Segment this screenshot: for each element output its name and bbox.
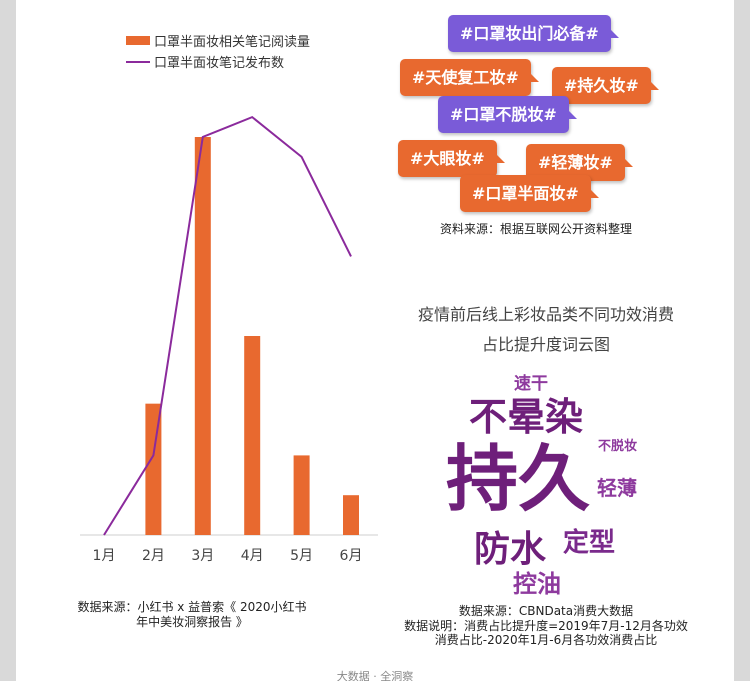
bar xyxy=(244,336,261,535)
word-item: 控油 xyxy=(513,570,561,598)
wordcloud-title-line1: 疫情前后线上彩妆品类不同功效消费 xyxy=(417,305,674,324)
wordcloud-source-line3: 消费占比-2020年1月-6月各功效消费占比 xyxy=(434,633,658,647)
tags-source-text: 资料来源：根据互联网公开资料整理 xyxy=(439,222,632,236)
legend-label-line: 口罩半面妆笔记发布数 xyxy=(154,56,285,71)
wordcloud-title-line2: 占比提升度词云图 xyxy=(481,335,610,354)
tag-item: #口罩妆出门必备# xyxy=(448,15,619,52)
page: 口罩半面妆相关笔记阅读量 口罩半面妆笔记发布数 1月 2月 3月 4月 5月 6月 数据来… xyxy=(16,0,734,681)
tag-item: #口罩不脱妆# xyxy=(438,96,577,133)
word-item: 持久 xyxy=(446,437,591,521)
combo-chart: 1月 2月 3月 4月 5月 6月 xyxy=(80,115,378,564)
x-tick-label: 4月 xyxy=(241,548,264,564)
x-tick-label: 2月 xyxy=(142,548,165,564)
bar xyxy=(145,403,162,535)
legend-label-bar: 口罩半面妆相关笔记阅读量 xyxy=(154,35,311,50)
wordcloud-source-line1: 数据来源：CBNData消费大数据 xyxy=(458,604,634,618)
x-tick-label: 3月 xyxy=(191,548,214,564)
x-tick-label: 1月 xyxy=(93,548,116,564)
tag-item: #持久妆# xyxy=(552,67,659,104)
legend-item-line: 口罩半面妆笔记发布数 xyxy=(126,52,284,71)
legend-swatch-bar xyxy=(126,36,150,45)
bar xyxy=(293,455,310,535)
word-item: 定型 xyxy=(563,528,616,558)
footer-text: 大数据 · 全洞察 xyxy=(336,670,414,681)
tag-item: #轻薄妆# xyxy=(526,144,633,181)
legend-item-bar: 口罩半面妆相关笔记阅读量 xyxy=(126,31,310,50)
word-item: 速干 xyxy=(514,374,548,394)
x-tick-label: 6月 xyxy=(340,548,363,564)
word-item: 轻薄 xyxy=(597,476,637,500)
series-line xyxy=(103,115,352,536)
bar xyxy=(343,495,359,535)
tag-item: #天使复工妆# xyxy=(400,59,539,96)
wordcloud-source-line2: 数据说明：消费占比提升度=2019年7月-12月各功效 xyxy=(404,619,688,633)
tag-item: #大眼妆# xyxy=(398,140,505,177)
left-source-text: 数据来源：小红书 x 益普索《 2020小红书年中美妆洞察报告 》 xyxy=(77,600,307,629)
bar xyxy=(194,137,211,535)
x-tick-label: 5月 xyxy=(290,548,313,564)
legend-swatch-line xyxy=(126,60,150,63)
tag-item: #口罩半面妆# xyxy=(460,175,599,212)
word-item: 不脱妆 xyxy=(598,439,638,454)
word-item: 防水 xyxy=(474,529,547,570)
word-item: 不晕染 xyxy=(469,395,584,439)
